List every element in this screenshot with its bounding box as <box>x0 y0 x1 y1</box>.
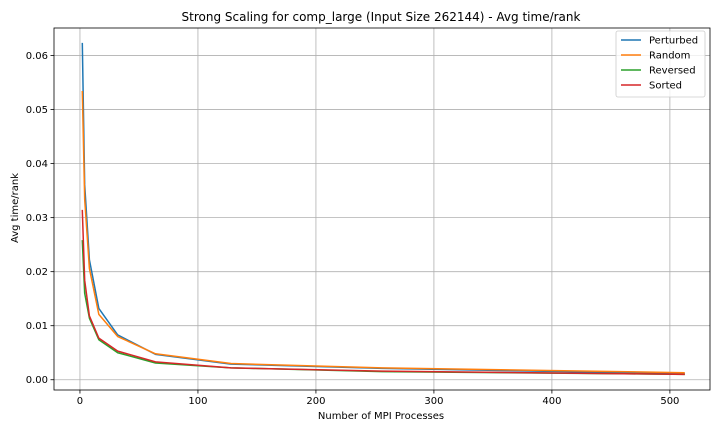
chart-title: Strong Scaling for comp_large (Input Siz… <box>182 10 581 24</box>
x-tick-label: 100 <box>188 396 207 407</box>
y-tick-label: 0.03 <box>26 213 48 224</box>
plot-frame <box>53 27 711 391</box>
x-tick-label: 0 <box>77 396 83 407</box>
y-tick-label: 0.01 <box>26 321 48 332</box>
x-tick-label: 400 <box>542 396 561 407</box>
legend-label-sorted: Sorted <box>649 81 682 92</box>
legend-label-random: Random <box>649 51 690 62</box>
legend-box <box>615 30 706 98</box>
y-tick-label: 0.00 <box>26 375 48 386</box>
legend: Perturbed Random Reversed Sorted <box>615 30 706 98</box>
y-tick-label: 0.05 <box>26 105 48 116</box>
axis-ticks: 0 100 200 300 400 500 0.00 0.01 0.02 0.03 0.04 0.05… <box>26 51 680 407</box>
y-tick-label: 0.02 <box>26 267 48 278</box>
series-line-random <box>81 90 685 374</box>
legend-label-reversed: Reversed <box>649 66 696 77</box>
x-tick-label: 500 <box>660 396 679 407</box>
series-line-sorted <box>81 209 685 376</box>
series-lines <box>81 42 685 376</box>
x-tick-label: 300 <box>424 396 443 407</box>
grid-lines <box>54 28 710 390</box>
y-tick-label: 0.04 <box>26 159 48 170</box>
x-axis-label: Number of MPI Processes <box>318 411 444 422</box>
y-tick-label: 0.06 <box>26 51 48 62</box>
y-axis-label: Avg time/rank <box>10 173 21 243</box>
legend-label-perturbed: Perturbed <box>649 36 698 47</box>
x-tick-label: 200 <box>306 396 325 407</box>
